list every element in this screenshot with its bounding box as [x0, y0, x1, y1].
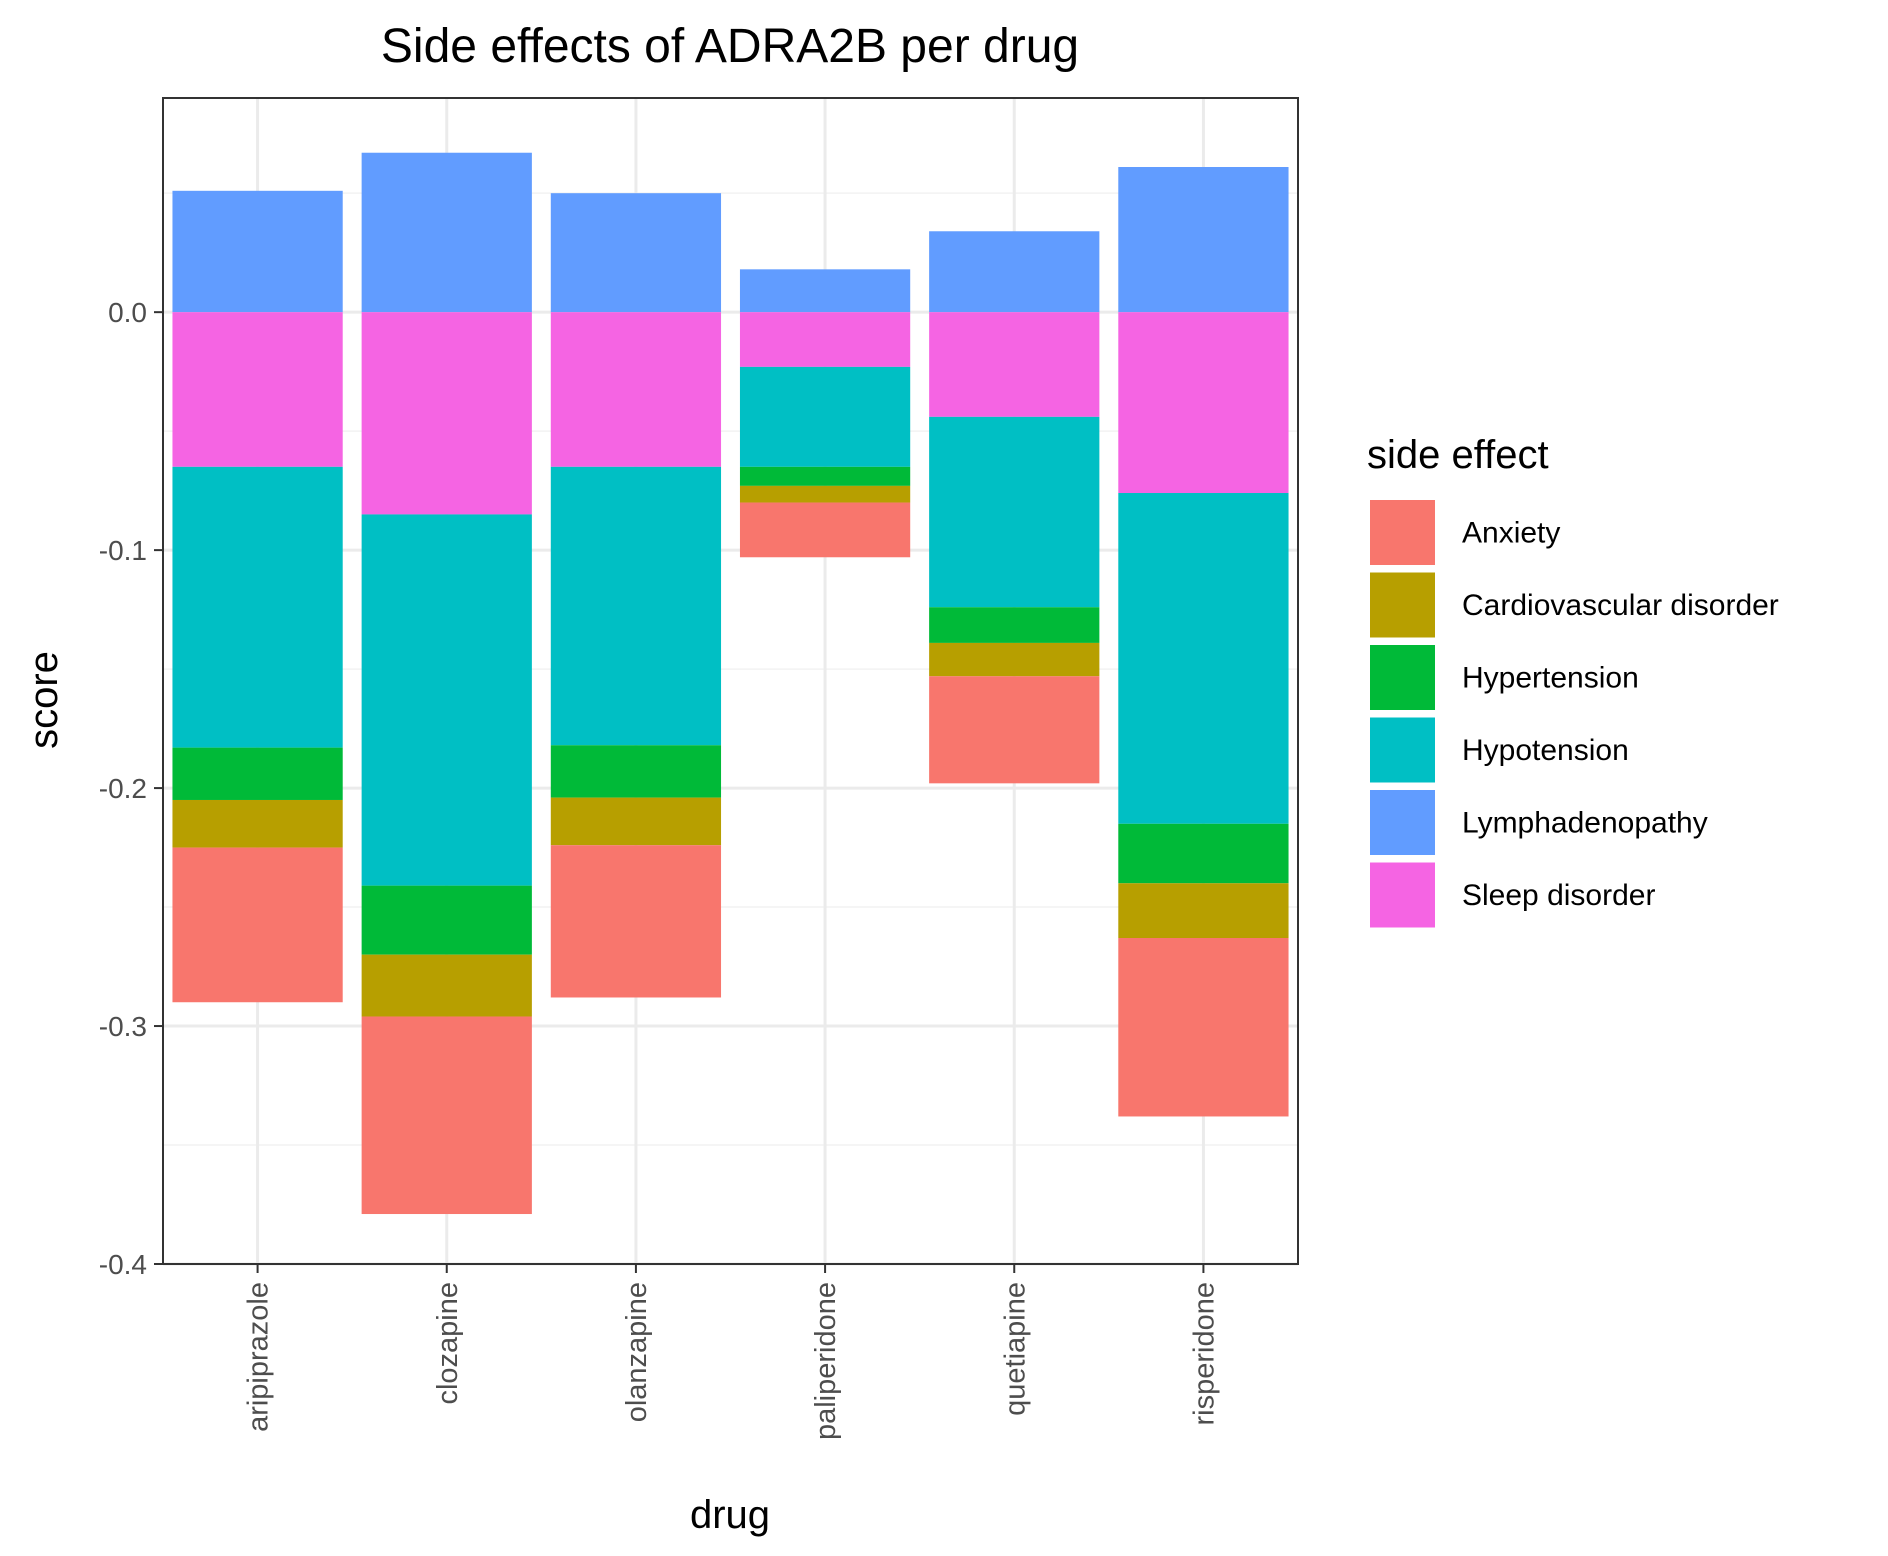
bar-segment — [172, 747, 343, 800]
legend-key — [1370, 790, 1435, 855]
bar-segment — [361, 514, 532, 886]
y-tick-label: -0.1 — [99, 535, 147, 566]
bar-segment — [1118, 493, 1289, 824]
bar-segment — [550, 312, 722, 467]
y-tick-label: -0.4 — [99, 1249, 147, 1280]
x-tick-label: olanzapine — [621, 1282, 653, 1422]
bar-segment — [1118, 883, 1289, 938]
bar-segment — [739, 269, 911, 313]
bar-segment — [739, 312, 911, 367]
bar-segment — [929, 607, 1100, 643]
bar-segment — [361, 885, 532, 955]
legend-label: Cardiovascular disorder — [1462, 589, 1779, 622]
legend-key — [1370, 500, 1435, 565]
bar-segment — [361, 954, 532, 1017]
y-axis-title: score — [22, 651, 66, 749]
legend-label: Lymphadenopathy — [1462, 807, 1708, 840]
legend-label: Hypertension — [1462, 662, 1639, 695]
legend: side effect Anxiety Cardiovascular disord… — [1367, 433, 1779, 928]
axes-layer: 0.0 -0.1 -0.2 -0.3 -0.4 aripiprazole clozapine… — [99, 297, 1221, 1440]
bar-segment — [1118, 823, 1289, 884]
bar-segment — [550, 745, 722, 798]
bar-segment — [929, 231, 1100, 313]
bar-segment — [361, 1016, 532, 1215]
legend-key — [1370, 645, 1435, 710]
panel-border — [162, 97, 1299, 1265]
bar-segment — [929, 642, 1100, 677]
bar-segment — [739, 485, 911, 503]
x-tick-label: quetiapine — [999, 1282, 1031, 1416]
legend-title: side effect — [1367, 433, 1549, 477]
bar-segment — [550, 466, 722, 746]
bar-segment — [361, 152, 532, 313]
y-tick-label: 0.0 — [108, 297, 147, 328]
bar-segment — [172, 312, 343, 467]
x-tick-label: risperidone — [1188, 1282, 1220, 1425]
bar-segment — [172, 466, 343, 748]
bar-segment — [550, 845, 722, 998]
x-tick-label: paliperidone — [810, 1282, 842, 1440]
bar-segment — [550, 797, 722, 846]
bar-segment — [929, 676, 1100, 784]
bar-segment — [550, 193, 722, 313]
x-axis-title: drug — [690, 1493, 770, 1537]
legend-label: Anxiety — [1462, 517, 1560, 550]
bars-layer — [172, 152, 1289, 1215]
bar-segment — [929, 312, 1100, 417]
bar-segment — [172, 799, 343, 848]
bar-segment — [739, 466, 911, 486]
bar-segment — [739, 502, 911, 558]
y-tick-label: -0.3 — [99, 1011, 147, 1042]
x-tick-label: aripiprazole — [243, 1282, 275, 1432]
bar-segment — [929, 416, 1100, 608]
bar-segment — [1118, 167, 1289, 313]
y-tick-label: -0.2 — [99, 773, 147, 804]
bar-segment — [172, 847, 343, 1003]
x-tick-label: clozapine — [432, 1282, 464, 1405]
bar-segment — [361, 312, 532, 515]
bar-segment — [1118, 312, 1289, 494]
legend-key — [1370, 862, 1435, 928]
legend-label: Hypotension — [1462, 734, 1629, 767]
chart-title: Side effects of ADRA2B per drug — [381, 20, 1079, 73]
bar-segment — [172, 190, 343, 313]
legend-key — [1370, 572, 1435, 638]
legend-key — [1370, 717, 1435, 783]
bar-segment — [1118, 937, 1289, 1117]
legend-label: Sleep disorder — [1462, 879, 1655, 912]
bar-segment — [739, 366, 911, 467]
